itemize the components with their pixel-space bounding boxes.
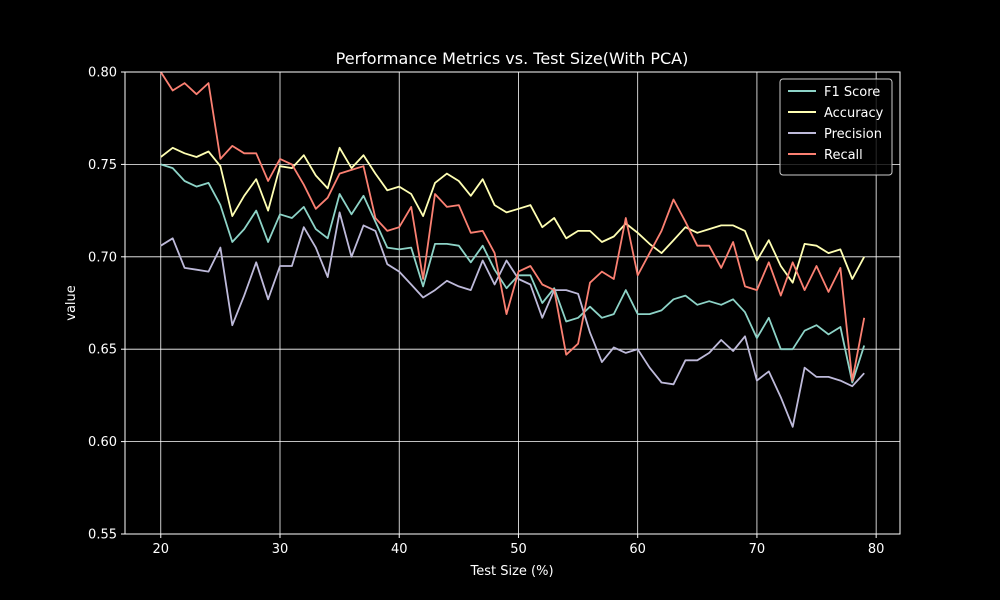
series-line-accuracy (160, 146, 865, 284)
x-tick-label: 80 (868, 542, 885, 557)
y-axis-label: value (64, 285, 79, 321)
x-tick-label: 60 (629, 542, 646, 557)
chart-title: Performance Metrics vs. Test Size(With P… (336, 49, 689, 68)
y-tick-label: 0.65 (88, 343, 117, 358)
x-tick-label: 30 (272, 542, 289, 557)
y-tick-label: 0.60 (88, 435, 117, 450)
legend-box (779, 78, 893, 176)
series-line-recall (160, 71, 866, 382)
legend-label: F1 Score (824, 85, 880, 100)
plot-area-frame (124, 71, 901, 535)
y-tick-label: 0.55 (88, 528, 117, 543)
legend-label: Recall (824, 148, 863, 163)
x-tick-label: 20 (152, 542, 169, 557)
legend: F1 Score Accuracy Precision Recall (779, 78, 893, 176)
x-tick-label: 40 (391, 542, 408, 557)
series-line-precision (160, 211, 865, 428)
x-tick-label: 70 (749, 542, 766, 557)
y-tick-label: 0.75 (88, 158, 117, 173)
y-tick-label: 0.70 (88, 250, 117, 265)
series-line-f1-score (160, 163, 866, 384)
legend-label: Accuracy (824, 106, 884, 121)
x-tick-label: 50 (510, 542, 527, 557)
axis-ticks: 20 30 40 50 60 70 80 0.55 0.60 0.65 0.70 0.75 0.80 (88, 66, 884, 558)
x-axis-label: Test Size (%) (469, 564, 553, 579)
series-lines (160, 71, 866, 428)
y-tick-label: 0.80 (88, 66, 117, 81)
legend-label: Precision (824, 127, 882, 142)
